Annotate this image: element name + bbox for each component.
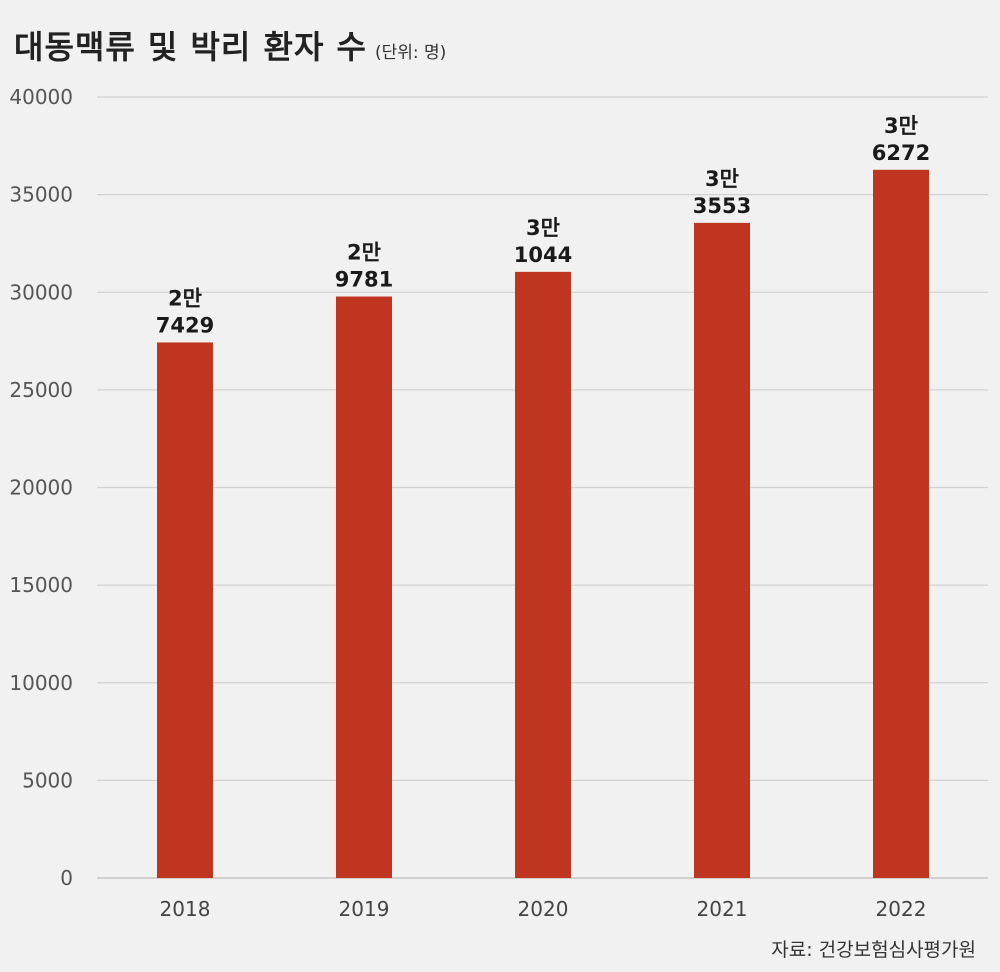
x-tick-label: 2018 — [160, 897, 211, 921]
x-axis: 2018 2019 2020 2021 2022 — [160, 897, 927, 921]
y-tick-label: 0 — [60, 866, 73, 890]
x-tick-label: 2022 — [876, 897, 927, 921]
x-tick-label: 2021 — [697, 897, 748, 921]
bar-2019 — [336, 296, 392, 878]
data-label-line1: 2만 — [347, 241, 381, 265]
unit-label: (단위: 명) — [374, 43, 447, 63]
data-label-line2: 3553 — [693, 194, 751, 218]
bar-2020 — [515, 271, 571, 878]
y-tick-label: 25000 — [9, 378, 73, 402]
data-label-line1: 3만 — [884, 114, 918, 138]
source-note: 자료: 건강보험심사평가원 — [771, 939, 976, 961]
y-tick-label: 10000 — [9, 671, 73, 695]
bar-2018 — [157, 342, 213, 879]
data-label-line2: 7429 — [156, 313, 214, 337]
data-label-line1: 2만 — [168, 286, 202, 310]
y-tick-label: 5000 — [22, 768, 73, 792]
data-label-line2: 1044 — [514, 243, 572, 267]
x-tick-label: 2020 — [518, 897, 569, 921]
data-label-line1: 3만 — [705, 167, 739, 191]
y-tick-label: 15000 — [9, 573, 73, 597]
chart-title: 대동맥류 및 박리 환자 수 — [14, 28, 367, 66]
bar-2022 — [873, 169, 929, 879]
data-labels: 2만 7429 2만 9781 3만 1044 3만 3553 3만 6272 — [156, 114, 930, 338]
y-tick-label: 40000 — [9, 85, 73, 109]
bar-2021 — [694, 222, 750, 878]
data-label-line1: 3만 — [526, 216, 560, 240]
bars — [157, 169, 929, 879]
data-label-line2: 6272 — [872, 141, 930, 165]
y-tick-label: 35000 — [9, 183, 73, 207]
y-axis: 0 5000 10000 15000 20000 25000 30000 35000 40000 — [9, 85, 73, 890]
y-tick-label: 30000 — [9, 280, 73, 304]
data-label-line2: 9781 — [335, 268, 393, 292]
y-tick-label: 20000 — [9, 476, 73, 500]
x-tick-label: 2019 — [339, 897, 390, 921]
title-row: 대동맥류 및 박리 환자 수 (단위: 명) — [14, 22, 446, 68]
